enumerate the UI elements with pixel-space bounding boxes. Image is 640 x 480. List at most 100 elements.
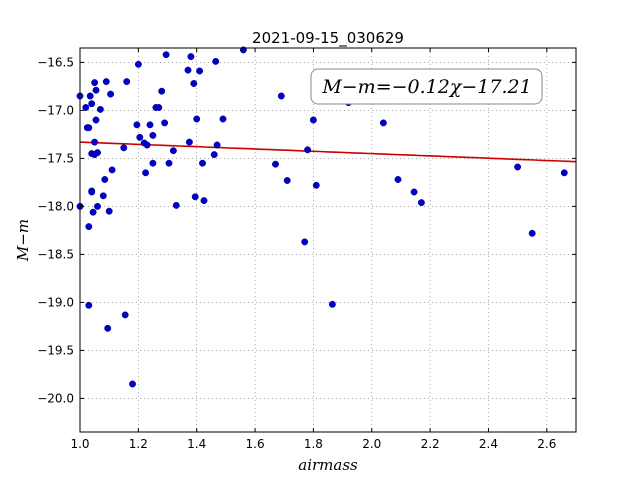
data-point (312, 181, 320, 189)
data-point (185, 138, 193, 146)
x-tick-label: 1.6 (246, 437, 265, 451)
data-point (165, 159, 173, 167)
data-point (301, 238, 309, 246)
data-point (184, 66, 192, 74)
x-axis-label: airmass (298, 456, 358, 474)
data-point (85, 301, 93, 309)
y-tick-label: −20.0 (37, 391, 74, 405)
data-point (91, 138, 99, 146)
data-point (528, 229, 536, 237)
data-point (91, 79, 99, 87)
data-point (105, 207, 113, 215)
data-point (193, 115, 201, 123)
data-point (158, 87, 166, 95)
fit-equation: M−m=−0.12χ−17.21 (321, 76, 531, 98)
data-point (88, 188, 96, 196)
data-point (514, 163, 522, 171)
data-point (309, 116, 317, 124)
y-tick-label: −18.5 (37, 247, 74, 261)
data-point (560, 169, 568, 177)
y-axis-label: M−m (14, 219, 32, 262)
x-tick-label: 2.0 (362, 437, 381, 451)
data-point (328, 300, 336, 308)
data-point (169, 147, 177, 155)
data-point (213, 141, 221, 149)
grid-lines (79, 48, 576, 432)
data-point (107, 90, 115, 98)
data-point (85, 124, 93, 132)
data-point (149, 131, 157, 139)
data-point (134, 60, 142, 68)
data-point (200, 197, 208, 205)
data-point (88, 100, 96, 108)
data-point (89, 208, 97, 216)
data-point (123, 78, 131, 86)
data-point (108, 166, 116, 174)
x-tick-label: 1.8 (304, 437, 323, 451)
y-tick-label: −18.0 (37, 199, 74, 213)
fit-line-group (79, 141, 577, 163)
data-point (94, 149, 101, 157)
x-tick-label: 1.2 (129, 437, 148, 451)
data-point (96, 105, 104, 113)
data-point (304, 146, 312, 154)
data-point (85, 223, 93, 231)
data-point (99, 192, 107, 200)
data-points (76, 46, 568, 388)
data-point (162, 51, 170, 59)
data-point (394, 176, 402, 183)
x-tick-labels: 1.0 1.2 1.4 1.6 1.8 2.0 2.2 2.4 2.6 (70, 437, 556, 451)
data-point (92, 86, 100, 94)
fit-line (79, 141, 577, 163)
data-point (190, 80, 198, 87)
y-tick-labels: −16.5 −17.0 −17.5 −18.0 −18.5 −19.0 −19.5 −20.0 (37, 55, 74, 405)
data-point (94, 202, 101, 210)
y-tick-label: −16.5 (37, 55, 74, 69)
x-tick-label: 1.4 (187, 437, 206, 451)
annotation-box (310, 68, 543, 105)
data-point (102, 78, 110, 86)
data-point (101, 176, 109, 183)
data-point (136, 133, 144, 141)
y-tick-label: −19.0 (37, 295, 74, 309)
data-point (161, 119, 169, 127)
data-point (121, 311, 129, 319)
chart-title: 2021-09-15_030629 (252, 29, 404, 48)
x-tick-label: 2.2 (421, 437, 440, 451)
data-point (277, 92, 285, 100)
data-point (120, 144, 128, 152)
data-point (210, 151, 218, 159)
data-point (104, 324, 112, 332)
fit-annotation: M−m=−0.12χ−17.21 (310, 68, 543, 105)
data-point (142, 169, 150, 177)
data-point (379, 119, 387, 127)
data-point (155, 104, 163, 111)
data-point (86, 92, 94, 100)
data-point (187, 53, 195, 61)
x-tick-label: 2.4 (479, 437, 498, 451)
data-point (410, 188, 418, 196)
data-point (92, 116, 100, 124)
data-point (82, 104, 90, 111)
y-tick-label: −17.0 (37, 103, 74, 117)
x-tick-label: 1.0 (70, 437, 89, 451)
data-point (212, 57, 220, 65)
axis-ticks (79, 48, 576, 432)
data-point (172, 201, 180, 209)
y-tick-label: −19.5 (37, 343, 74, 357)
data-point (219, 115, 227, 123)
plot-frame (79, 47, 577, 433)
x-tick-label: 2.6 (537, 437, 556, 451)
data-point (143, 141, 151, 149)
data-point (146, 121, 154, 129)
data-point (199, 159, 206, 167)
data-point (129, 380, 136, 388)
data-point (191, 193, 199, 201)
data-point (283, 177, 291, 184)
data-point (272, 160, 279, 168)
data-point (196, 67, 204, 75)
data-point (133, 121, 141, 129)
y-tick-label: −17.5 (37, 151, 74, 165)
data-point (149, 159, 157, 167)
